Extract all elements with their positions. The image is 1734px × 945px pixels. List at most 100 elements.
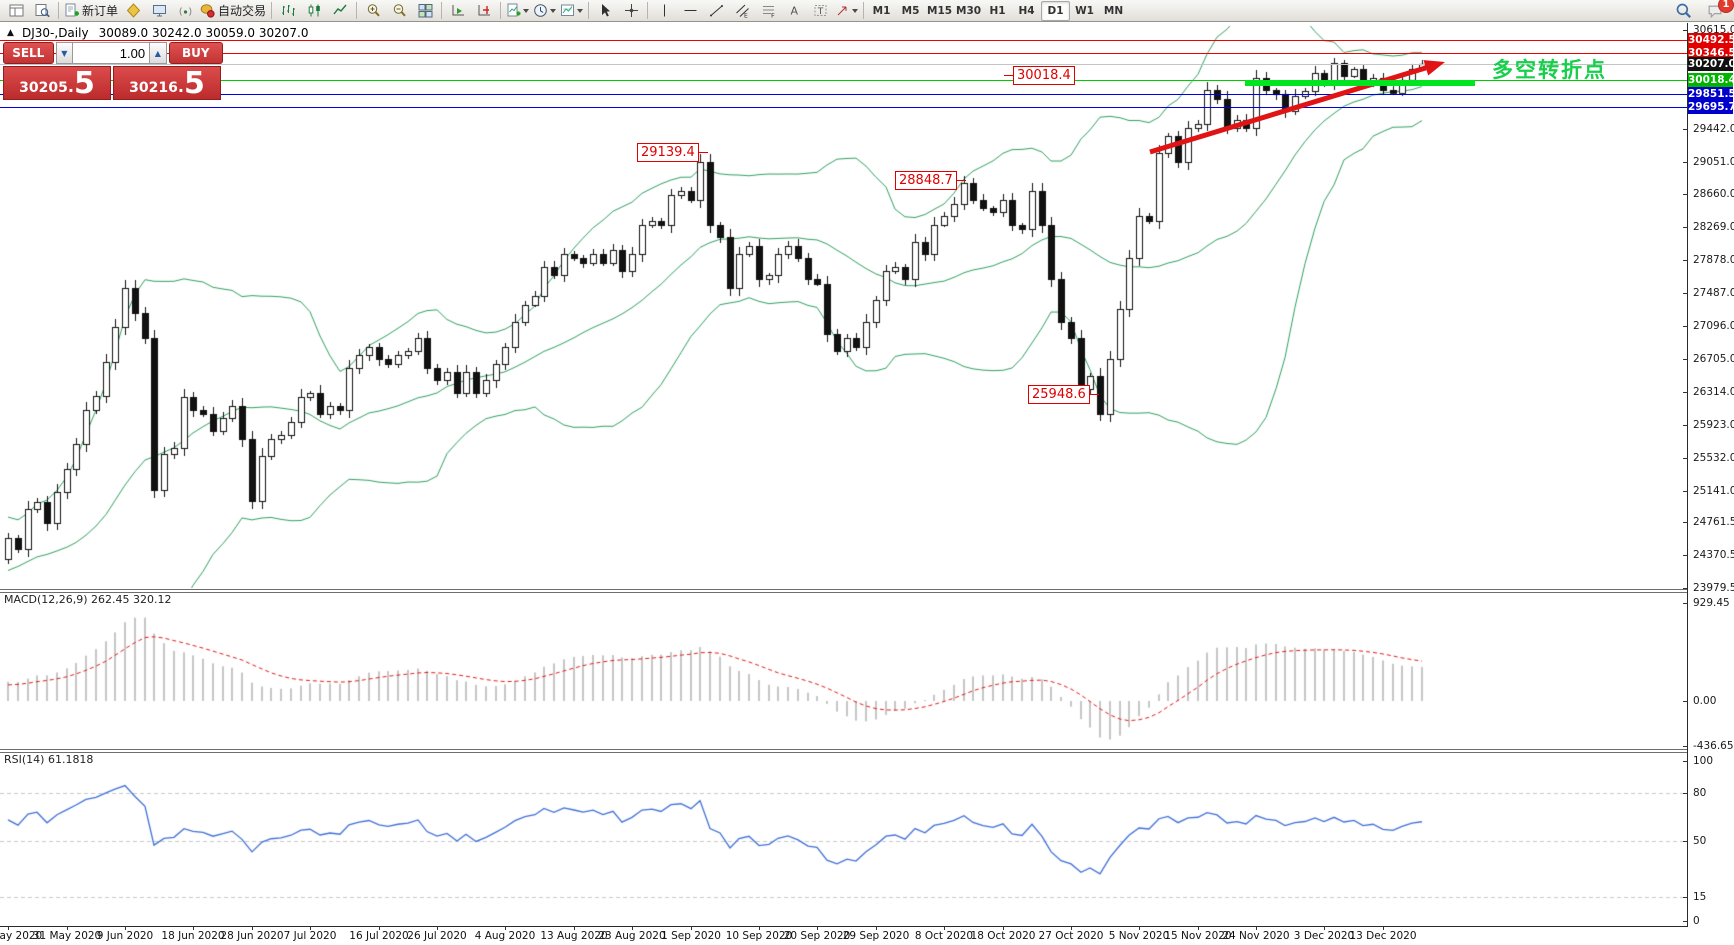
price-tickmark — [1683, 128, 1688, 130]
price-callout[interactable]: 25948.6 — [1028, 385, 1099, 404]
crosshair-tool-button[interactable] — [618, 1, 644, 21]
timeframe-w1[interactable]: W1 — [1075, 4, 1094, 17]
date-label: 20 Sep 2020 — [783, 930, 851, 942]
search-button[interactable] — [1670, 1, 1696, 21]
price-tickmark — [1683, 326, 1688, 328]
price-tickmark — [1683, 358, 1688, 360]
level-line-30492.5[interactable] — [0, 40, 1687, 41]
rsi-label: RSI(14) 61.1818 — [4, 753, 94, 766]
autotrading-button[interactable]: 自动交易 — [198, 1, 268, 21]
new-order-icon — [64, 3, 79, 18]
line-chart-type-button[interactable] — [327, 1, 353, 21]
support-highlight-bar[interactable] — [1245, 80, 1475, 86]
chart-canvas[interactable] — [0, 0, 1687, 945]
volume-input[interactable] — [73, 42, 150, 64]
terminal-button[interactable] — [146, 1, 172, 21]
level-line-30346.5[interactable] — [0, 53, 1687, 54]
candlestick-chart-type-button[interactable] — [301, 1, 327, 21]
macd-rsi-divider[interactable] — [0, 749, 1687, 753]
level-line-30207[interactable] — [0, 64, 1687, 65]
date-tick — [1071, 926, 1072, 930]
level-line-30018.4[interactable] — [0, 80, 1687, 81]
toolbar-separator — [500, 2, 502, 19]
indicator-tickmark — [1683, 841, 1688, 842]
date-tick — [1324, 926, 1325, 930]
text-tool-button[interactable]: A — [781, 1, 807, 21]
turning-point-note[interactable]: 多空转折点 — [1492, 58, 1607, 82]
price-callout[interactable]: 30018.4 — [1004, 66, 1075, 85]
date-label: 31 May 2020 — [32, 930, 102, 942]
chart-shift-button[interactable] — [471, 1, 497, 21]
buy-price[interactable]: 30216. 5 — [113, 66, 221, 100]
periods-button[interactable] — [531, 1, 558, 21]
cursor-tool-button[interactable] — [592, 1, 618, 21]
volume-decrease-button[interactable]: ▼ — [55, 42, 74, 64]
timeframe-mn[interactable]: MN — [1103, 4, 1124, 17]
price-digits: 5 — [73, 66, 95, 101]
fibonacci-tool-button[interactable]: F — [755, 1, 781, 21]
indicator-tickmark — [1683, 897, 1688, 898]
tile-windows-button[interactable] — [412, 1, 438, 21]
indicator-scale-label: 100 — [1693, 755, 1714, 767]
timeframe-m15[interactable]: M15 — [927, 4, 953, 17]
auto-scroll-button[interactable] — [445, 1, 471, 21]
one-click-panel-toggle[interactable]: ▲ — [7, 28, 14, 38]
indicator-tickmark — [1683, 701, 1688, 702]
templates-caret — [577, 8, 584, 13]
timeframe-m30[interactable]: M30 — [956, 4, 982, 17]
price-badge: 29695.7 — [1688, 100, 1734, 115]
level-line-29695.7[interactable] — [0, 107, 1687, 108]
price-callout[interactable]: 28848.7 — [895, 171, 966, 190]
callout-tail — [1089, 394, 1099, 395]
sell-button[interactable]: SELL — [3, 42, 54, 64]
add-indicator-button[interactable] — [504, 1, 531, 21]
charts-panel-button[interactable] — [3, 1, 29, 21]
timeframe-d1[interactable]: D1 — [1041, 0, 1071, 21]
date-tick — [505, 926, 506, 930]
data-window-button[interactable] — [29, 1, 55, 21]
timeframe-m1[interactable]: M1 — [872, 4, 891, 17]
svg-text:E: E — [744, 13, 748, 19]
timeframe-h1[interactable]: H1 — [989, 4, 1006, 17]
horizontal-line-tool-button[interactable] — [677, 1, 703, 21]
main-macd-divider[interactable] — [0, 589, 1687, 593]
price-tickmark — [1683, 522, 1688, 524]
svg-text:A: A — [790, 5, 798, 18]
label-tool-button[interactable]: T — [807, 1, 833, 21]
market-depth-button[interactable] — [120, 1, 146, 21]
volume-increase-button[interactable]: ▲ — [149, 42, 167, 64]
arrows-caret — [852, 8, 859, 13]
price-digits: 30205 — [19, 80, 68, 96]
vertical-line-tool-button[interactable] — [651, 1, 677, 21]
callout-tail — [956, 180, 966, 181]
zoom-in-button[interactable] — [360, 1, 386, 21]
charts-panel-icon — [9, 3, 24, 18]
new-order-button[interactable]: 新订单 — [62, 1, 120, 21]
bar-chart-type-button[interactable] — [275, 1, 301, 21]
templates-button[interactable] — [558, 1, 585, 21]
date-tick — [310, 926, 311, 930]
toolbar-separator — [647, 2, 649, 19]
level-line-29851.5[interactable] — [0, 94, 1687, 95]
toolbar-separator — [863, 2, 865, 19]
date-label: 18 Jun 2020 — [161, 930, 225, 942]
date-tick — [574, 926, 575, 930]
notifications-button[interactable]: 1 — [1702, 0, 1734, 21]
trendline-tool-button[interactable] — [703, 1, 729, 21]
equidistant-channel-tool-button[interactable]: E — [729, 1, 755, 21]
sell-price[interactable]: 30205. 5 — [3, 66, 111, 100]
indicator-tickmark — [1683, 921, 1688, 922]
buy-button[interactable]: BUY — [168, 42, 223, 64]
timeframe-h4[interactable]: H4 — [1018, 4, 1035, 17]
macd-label: MACD(12,26,9) 262.45 320.12 — [4, 593, 172, 606]
price-tickmark — [1683, 30, 1688, 31]
price-callout[interactable]: 29139.4 — [637, 143, 708, 162]
timeframe-m5[interactable]: M5 — [901, 4, 920, 17]
price-axis[interactable]: 30615.0 29442.0 29051.0 28660.0 28269.0 27878… — [1683, 0, 1734, 945]
zoom-out-button[interactable] — [386, 1, 412, 21]
indicator-scale-label: 0.00 — [1693, 695, 1717, 707]
arrows-tool-button[interactable] — [833, 1, 860, 21]
signals-button[interactable] — [172, 1, 198, 21]
